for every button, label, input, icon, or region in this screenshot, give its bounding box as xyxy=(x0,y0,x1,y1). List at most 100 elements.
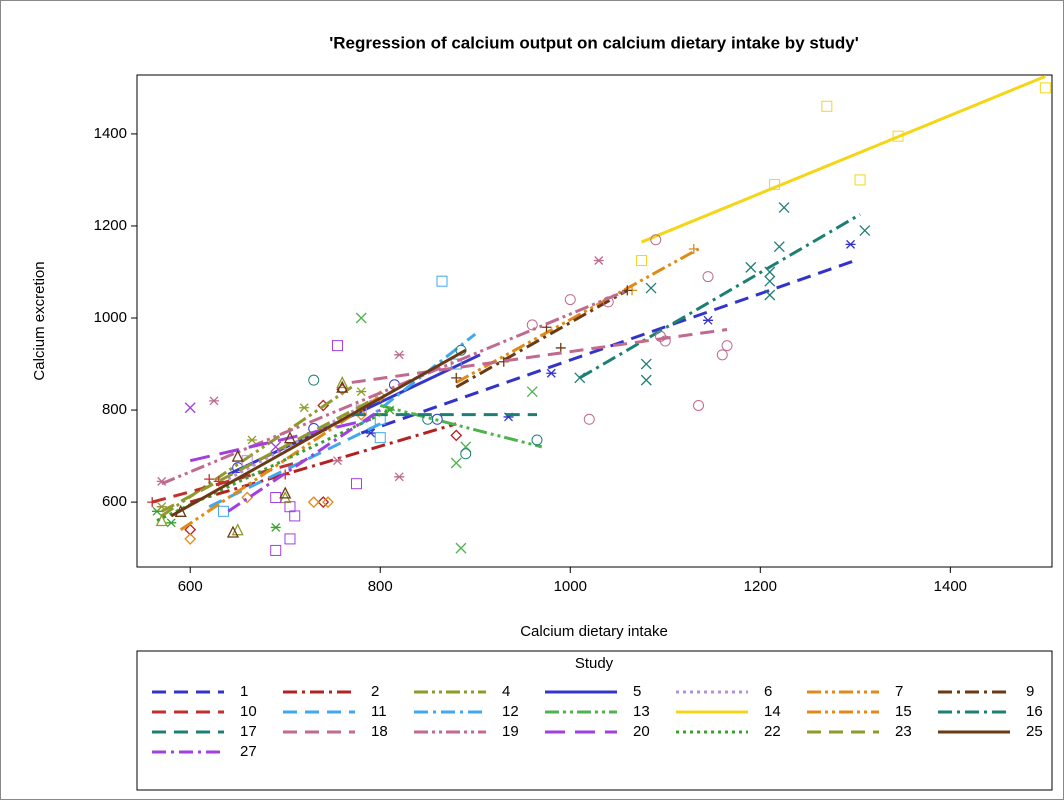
legend-label: 18 xyxy=(371,723,388,740)
x-tick-label: 600 xyxy=(178,578,203,595)
point xyxy=(640,374,652,386)
fit-line xyxy=(640,75,1046,244)
fit-line xyxy=(455,289,629,389)
fit-line xyxy=(579,213,861,380)
chart-title: 'Regression of calcium output on calcium… xyxy=(329,33,859,52)
point xyxy=(246,435,257,445)
point xyxy=(331,340,343,352)
point xyxy=(356,387,367,397)
x-tick-label: 800 xyxy=(368,578,393,595)
point xyxy=(184,402,196,414)
point xyxy=(703,315,714,325)
fit-line xyxy=(151,459,305,504)
point xyxy=(307,496,320,509)
legend-label: 13 xyxy=(633,703,650,720)
legend-label: 17 xyxy=(240,723,257,740)
legend-label: 27 xyxy=(240,743,257,760)
y-tick-label: 1400 xyxy=(94,125,127,142)
legend-label: 4 xyxy=(502,683,510,700)
point xyxy=(531,434,543,446)
y-tick-label: 1000 xyxy=(94,309,127,326)
legend-label: 5 xyxy=(633,683,641,700)
point xyxy=(455,542,467,554)
legend-label: 10 xyxy=(240,703,257,720)
point xyxy=(546,368,557,378)
x-tick-label: 1200 xyxy=(744,578,777,595)
fit-line xyxy=(189,422,457,504)
plot-area xyxy=(147,75,1051,556)
point xyxy=(350,478,362,490)
legend-label: 20 xyxy=(633,723,650,740)
point xyxy=(451,372,462,383)
y-tick-label: 800 xyxy=(102,401,127,418)
point xyxy=(299,403,310,413)
point xyxy=(764,275,776,287)
legend-label: 2 xyxy=(371,683,379,700)
legend-label: 25 xyxy=(1026,723,1043,740)
point xyxy=(336,380,349,393)
y-tick-label: 1200 xyxy=(94,217,127,234)
legend-label: 14 xyxy=(764,703,781,720)
point xyxy=(336,375,349,389)
point xyxy=(583,413,595,425)
point xyxy=(821,100,833,112)
legend-label: 6 xyxy=(764,683,772,700)
point xyxy=(564,294,576,306)
legend-label: 12 xyxy=(502,703,519,720)
point xyxy=(859,225,871,237)
plot-frame xyxy=(136,74,1053,568)
x-axis-label: Calcium dietary intake xyxy=(520,623,668,640)
fit-line xyxy=(227,408,382,513)
point xyxy=(332,456,343,466)
point xyxy=(374,432,386,444)
point xyxy=(450,457,462,469)
point xyxy=(702,271,714,283)
point xyxy=(773,241,785,253)
point xyxy=(640,358,652,370)
fit-line xyxy=(170,348,467,518)
fit-line xyxy=(161,399,372,513)
fit-line xyxy=(161,289,628,486)
point xyxy=(1039,82,1051,94)
point xyxy=(231,523,244,536)
point xyxy=(455,344,467,356)
legend-frame xyxy=(136,650,1053,791)
legend-label: 1 xyxy=(240,683,248,700)
point xyxy=(394,472,405,482)
fit-line xyxy=(379,404,543,449)
legend-label: 16 xyxy=(1026,703,1043,720)
point xyxy=(204,474,215,485)
point xyxy=(317,496,330,509)
fit-line xyxy=(351,328,728,384)
fit-line xyxy=(455,247,700,384)
point xyxy=(208,396,219,406)
point xyxy=(279,486,292,499)
point xyxy=(650,234,662,246)
point xyxy=(284,533,296,545)
point xyxy=(555,342,566,353)
point xyxy=(226,525,240,538)
legend-title: Study xyxy=(575,655,614,672)
legend-label: 15 xyxy=(895,703,912,720)
fit-line xyxy=(189,417,372,463)
legend-label: 23 xyxy=(895,723,912,740)
point xyxy=(270,522,281,532)
point xyxy=(270,441,282,453)
y-axis-label: Calcium excretion xyxy=(31,261,48,380)
legend-label: 7 xyxy=(895,683,903,700)
point xyxy=(636,254,648,266)
point xyxy=(778,202,790,214)
point xyxy=(854,174,866,186)
point xyxy=(659,335,671,347)
x-tick-label: 1400 xyxy=(934,578,967,595)
point xyxy=(460,448,472,460)
point xyxy=(231,449,244,462)
legend-label: 19 xyxy=(502,723,519,740)
point xyxy=(289,510,301,522)
point xyxy=(184,533,197,545)
point xyxy=(394,350,405,360)
y-tick-label: 600 xyxy=(102,493,127,510)
point xyxy=(355,312,367,324)
